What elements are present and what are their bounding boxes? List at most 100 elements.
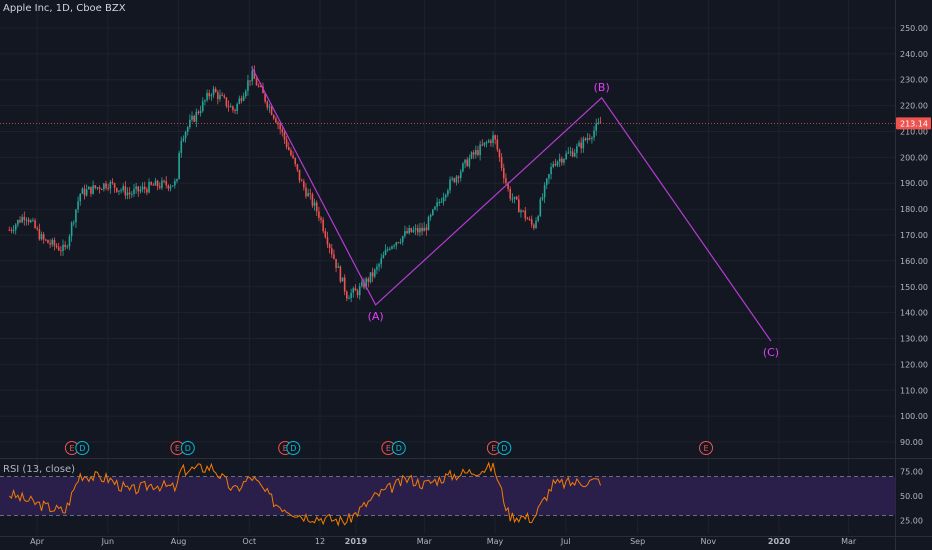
candle-body (485, 142, 488, 144)
candle-body (158, 186, 161, 188)
candle-body (490, 140, 492, 144)
candle-body (558, 158, 561, 162)
candle-body (204, 100, 206, 102)
candle-body (373, 269, 376, 277)
candle-body (238, 98, 241, 104)
candle-body (167, 185, 170, 189)
event-marker-label: D (79, 444, 85, 453)
rsi-tick-label: 50.00 (900, 492, 923, 501)
candle-body (219, 94, 221, 100)
candle-body (98, 187, 101, 190)
candle-body (563, 158, 565, 163)
candle-body (526, 218, 529, 220)
candle-body (451, 178, 453, 180)
candle-body (307, 193, 309, 197)
candle-body (150, 182, 152, 185)
candle-body (509, 189, 512, 199)
candle-body (17, 219, 19, 225)
event-marker-label: E (703, 444, 708, 453)
candle-body (511, 198, 514, 200)
candle-body (217, 92, 219, 100)
candle-body (111, 181, 114, 184)
candle-body (520, 210, 522, 213)
last-price-label: 213.14 (900, 119, 928, 128)
candle-body (535, 220, 537, 229)
candle-body (367, 278, 370, 282)
candle-body (51, 239, 54, 245)
candle-body (326, 237, 329, 245)
candle-body (8, 229, 11, 231)
candle-body (320, 217, 322, 220)
price-tick-label: 140.00 (900, 309, 928, 318)
candle-body (588, 138, 591, 140)
candle-body (322, 219, 324, 232)
candle-body (556, 161, 559, 166)
candle-body (12, 230, 15, 232)
candle-body (593, 130, 595, 138)
candle-body (591, 137, 593, 139)
candle-body (425, 227, 428, 231)
rsi-line (8, 461, 601, 527)
candle-body (206, 92, 208, 101)
candle-body (25, 219, 28, 221)
candle-body (139, 189, 142, 192)
candle-body (268, 106, 271, 108)
candle-body (576, 146, 578, 153)
price-tick-label: 220.00 (900, 102, 928, 111)
candle-body (64, 244, 66, 248)
candle-body (70, 222, 73, 237)
candle-body (483, 142, 486, 146)
candle-body (163, 180, 165, 182)
candle-body (29, 220, 32, 223)
time-tick-label: Jun (101, 537, 115, 546)
candle-body (266, 101, 269, 108)
candle-body (397, 242, 400, 244)
candle-body (79, 193, 82, 202)
candle-body (382, 254, 385, 259)
candle-body (77, 201, 79, 210)
candle-body (518, 199, 520, 213)
dividend-marker (391, 441, 406, 455)
candle-body (533, 224, 535, 229)
candle-body (565, 153, 567, 159)
candle-body (36, 228, 39, 230)
candle-body (500, 157, 503, 169)
candle-body (494, 135, 496, 140)
candle-body (131, 193, 133, 195)
candle-body (21, 216, 23, 223)
candle-body (524, 210, 527, 219)
candle-body (492, 135, 494, 144)
candle-body (191, 115, 193, 120)
candle-body (376, 266, 378, 270)
candle-body (333, 254, 335, 259)
candle-body (53, 239, 56, 246)
candle-body (567, 152, 570, 154)
candle-body (466, 159, 469, 167)
candle-body (124, 186, 127, 196)
candle-body (468, 158, 471, 167)
wave-projection-line (251, 66, 772, 342)
time-tick-label: Mar (417, 537, 433, 546)
candle-body (399, 241, 402, 243)
candle-body (348, 298, 350, 300)
price-tick-label: 130.00 (900, 335, 928, 344)
candle-body (141, 186, 144, 190)
time-tick-label: Jul (560, 537, 571, 546)
candle-body (285, 139, 288, 147)
candle-body (584, 138, 587, 140)
candle-body (339, 266, 342, 282)
candle-body (275, 118, 277, 123)
symbol-title: Apple Inc, 1D, Cboe BZX (3, 3, 126, 14)
candle-body (105, 183, 107, 188)
rsi-tick-label: 25.00 (900, 516, 923, 525)
time-tick-label: Apr (30, 537, 45, 546)
candle-body (530, 219, 533, 225)
candle-body (487, 140, 490, 143)
candle-body (193, 115, 195, 122)
time-tick-label: May (487, 537, 504, 546)
price-tick-label: 230.00 (900, 76, 928, 85)
candle-body (416, 228, 419, 233)
price-tick-label: 190.00 (900, 179, 928, 188)
